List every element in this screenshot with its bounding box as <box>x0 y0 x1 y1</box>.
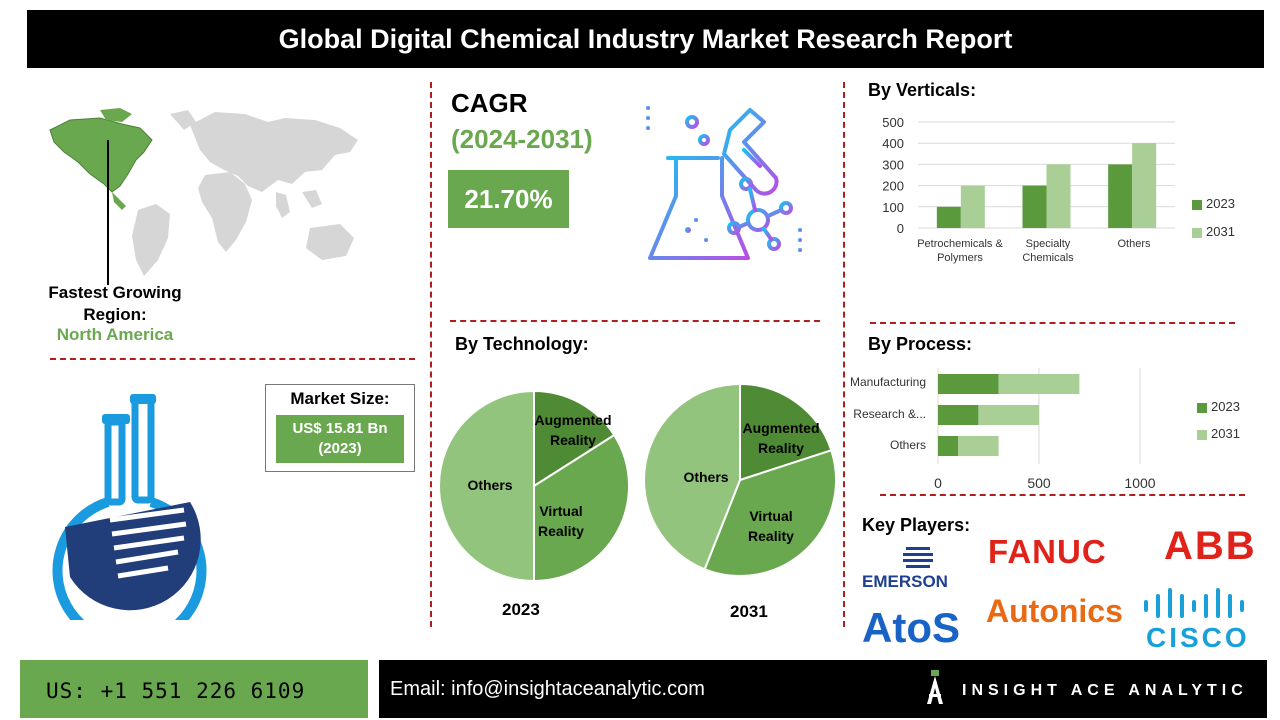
pie-2023-year: 2023 <box>502 600 540 619</box>
footer-email: Email: info@insightaceanalytic.com <box>390 678 705 700</box>
pie-slice <box>739 382 833 482</box>
process-legend-swatch-2031 <box>1197 430 1207 440</box>
bar <box>1046 164 1071 228</box>
region-pointer-line <box>107 140 109 285</box>
y-tick-label: 100 <box>882 200 904 215</box>
process-category-label: Manufacturing <box>849 375 926 389</box>
process-category-label: Research &... <box>853 407 926 421</box>
abb-logo: ABB <box>1164 524 1257 568</box>
x-tick-label: 1000 <box>1124 475 1155 491</box>
cisco-bars-icon <box>1144 588 1244 618</box>
cisco-logo: CISCO <box>1146 622 1250 653</box>
divider-right <box>843 82 845 627</box>
process-bar-chart: 0 500 1000 <box>934 368 1156 491</box>
world-map-icon <box>49 108 358 276</box>
process-legend-2031: 2031 <box>1211 426 1240 441</box>
bar <box>938 436 959 456</box>
process-legend-swatch-2023 <box>1197 403 1207 413</box>
pie-chart-2023 <box>438 389 630 583</box>
verticals-legend-2031: 2031 <box>1206 224 1235 239</box>
bar <box>998 374 1080 394</box>
region-value: North America <box>56 325 174 344</box>
bar <box>938 374 999 394</box>
key-players-title: Key Players: <box>862 515 971 535</box>
y-tick-label: 500 <box>882 115 904 130</box>
pie-2023-label-others: Others <box>467 477 513 493</box>
y-tick-label: 400 <box>882 136 904 151</box>
verticals-legend-2023: 2023 <box>1206 196 1235 211</box>
y-tick-label: 300 <box>882 157 904 172</box>
flask-logo-icon <box>52 394 207 620</box>
verticals-bar-chart: 0 100 200 300 400 500 <box>882 115 1175 236</box>
y-tick-label: 200 <box>882 179 904 194</box>
header-bar <box>27 10 1264 68</box>
emerson-logo: EMERSON <box>862 572 948 591</box>
page-title: Global Digital Chemical Industry Market … <box>278 24 1013 54</box>
bar <box>1132 143 1157 228</box>
pie-2031-year: 2031 <box>730 602 768 621</box>
cagr-value: 21.70% <box>464 184 553 214</box>
region-label: Fastest Growing Region: <box>48 283 182 324</box>
verticals-category-label: Others <box>1117 238 1151 250</box>
bar <box>1108 164 1133 228</box>
autonics-logo: Autonics <box>986 593 1123 629</box>
insightace-logo-icon <box>927 670 943 704</box>
footer-email-bar <box>379 660 1267 718</box>
verticals-title: By Verticals: <box>868 80 977 100</box>
market-size-value: US$ 15.81 Bn (2023) <box>292 420 388 457</box>
divider-cagr <box>450 320 820 322</box>
divider-verticals <box>870 322 1235 324</box>
divider-region <box>50 358 415 360</box>
y-tick-label: 0 <box>897 221 904 236</box>
lab-flask-icon <box>646 106 802 260</box>
bar <box>938 405 979 425</box>
pie-2023-label-ar: Augmented Reality <box>534 412 612 448</box>
pie-2031-label-ar: Augmented Reality <box>742 420 820 456</box>
process-category-label: Others <box>889 438 926 452</box>
footer-phone-bar <box>20 660 368 718</box>
bar <box>1022 185 1047 228</box>
cagr-period: (2024-2031) <box>451 124 593 154</box>
pie-2031-label-others: Others <box>683 469 729 485</box>
divider-process <box>880 494 1245 496</box>
market-size-badge <box>276 415 404 463</box>
process-title: By Process: <box>868 334 973 354</box>
process-legend-2023: 2023 <box>1211 399 1240 414</box>
fanuc-logo: FANUC <box>988 533 1107 570</box>
bar <box>958 436 999 456</box>
verticals-category-label: Specialty Chemicals <box>1022 238 1074 264</box>
divider-left <box>430 82 432 627</box>
cagr-badge <box>448 170 569 228</box>
pie-slice <box>533 433 630 583</box>
technology-pies <box>438 382 837 583</box>
verticals-legend-swatch-2031 <box>1192 228 1202 238</box>
market-size-label: Market Size: <box>290 389 390 408</box>
technology-title: By Technology: <box>455 334 589 354</box>
verticals-category-label: Petrochemicals & Polymers <box>917 238 1003 264</box>
bar <box>978 405 1039 425</box>
cagr-label: CAGR <box>451 88 528 118</box>
emerson-symbol-icon <box>903 547 933 568</box>
pie-slice <box>703 449 837 577</box>
footer-brand: INSIGHT ACE ANALYTIC <box>962 682 1248 699</box>
pie-slice <box>643 382 741 571</box>
atos-logo: AtoS <box>862 604 960 651</box>
footer-phone: US: +1 551 226 6109 <box>46 679 306 703</box>
verticals-legend-swatch-2023 <box>1192 200 1202 210</box>
x-tick-label: 0 <box>934 475 942 491</box>
x-tick-label: 500 <box>1027 475 1051 491</box>
pie-chart-2031 <box>643 382 837 577</box>
pie-slice <box>438 389 535 583</box>
pie-slice <box>533 389 616 488</box>
pie-2023-label-vr: Virtual Reality <box>538 503 584 539</box>
bar <box>960 185 985 228</box>
bar <box>936 206 961 228</box>
pie-2031-label-vr: Virtual Reality <box>748 508 794 544</box>
